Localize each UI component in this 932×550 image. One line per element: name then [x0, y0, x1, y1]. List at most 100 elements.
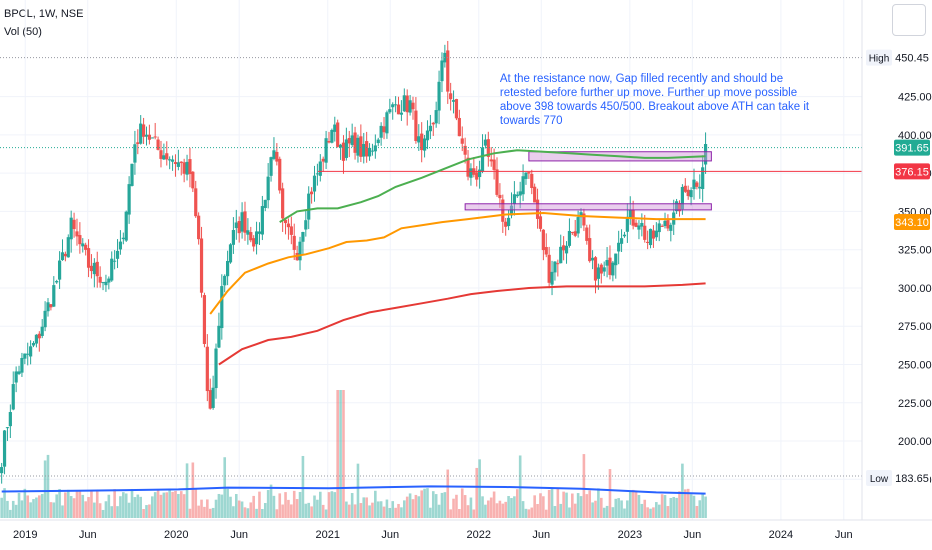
volume-bar: [246, 508, 250, 518]
volume-bar: [698, 500, 702, 518]
volume-bar: [139, 496, 143, 518]
candle-body: [628, 209, 632, 219]
candle-body: [115, 250, 120, 259]
volume-bar: [547, 489, 551, 518]
volume-bar: [64, 492, 67, 518]
candle-body: [89, 265, 94, 272]
volume-bar: [347, 504, 351, 518]
volume-bar: [269, 484, 273, 518]
volume-bar: [510, 498, 513, 518]
volume-bar: [591, 502, 594, 518]
candle-body: [330, 129, 334, 143]
volume-bar: [237, 500, 241, 518]
volume-bar: [521, 501, 525, 518]
volume-bar: [368, 505, 371, 518]
candle-body: [318, 161, 322, 176]
chart-settings-button[interactable]: [892, 4, 926, 36]
volume-bar: [272, 495, 276, 518]
candle-body: [327, 141, 331, 143]
candle-body: [495, 169, 499, 195]
candle-body: [223, 275, 227, 286]
candle-body: [683, 185, 687, 192]
volume-bar: [530, 507, 534, 518]
candle-body: [162, 155, 166, 160]
candle-body: [625, 216, 629, 232]
candle-body: [37, 333, 41, 339]
candle-body: [205, 346, 209, 392]
volume-bar: [556, 488, 560, 518]
volume-bar: [452, 498, 455, 518]
volume-bar: [597, 488, 600, 518]
volume-bar: [203, 506, 206, 518]
candle-body: [425, 130, 430, 141]
candle-body: [310, 191, 314, 195]
volume-bar: [657, 504, 661, 518]
volume-bar: [527, 509, 531, 518]
candle-body: [136, 142, 140, 145]
price-tag-box: [866, 470, 892, 486]
volume-bar: [602, 507, 606, 518]
candle-body: [475, 172, 479, 180]
volume-bar: [353, 504, 357, 518]
volume-bar: [365, 497, 368, 518]
candle-body: [385, 112, 389, 134]
candle-body: [55, 280, 59, 283]
candle-body: [199, 238, 204, 293]
candle-body: [582, 213, 586, 226]
candle-body: [527, 172, 531, 174]
chart-annotation-line: above 398 towards 450/500. Breakout abov…: [500, 101, 810, 113]
candle-body: [399, 112, 404, 115]
volume-bar: [3, 488, 6, 518]
candle-body: [501, 199, 505, 222]
volume-bar: [626, 500, 629, 518]
volume-bar: [594, 500, 597, 518]
candle-body: [107, 278, 111, 283]
candle-body: [269, 157, 273, 176]
volume-bar: [562, 491, 565, 518]
candle-body: [359, 136, 363, 157]
candle-body: [370, 150, 375, 152]
volume-indicator-label: Vol (50): [4, 26, 42, 38]
x-tick-label: 2023: [618, 529, 642, 541]
volume-bar: [43, 460, 47, 518]
candle-body: [562, 245, 566, 251]
volume-bar: [23, 488, 27, 518]
volume-bar: [290, 504, 293, 518]
volume-bar: [142, 509, 145, 518]
y-tick-label: 325.00: [898, 245, 932, 257]
price-tag-box: [866, 49, 892, 66]
candle-body: [347, 138, 351, 144]
candle-body: [483, 139, 488, 146]
candle-body: [272, 150, 276, 159]
candle-body: [173, 162, 178, 164]
volume-bar: [185, 463, 189, 518]
volume-bar: [229, 496, 232, 518]
y-tick-label: 300.00: [898, 283, 932, 295]
volume-bar: [608, 469, 612, 518]
volume-bar: [666, 506, 670, 518]
candle-body: [240, 212, 244, 232]
candle-body: [11, 384, 15, 410]
price-label-box: [894, 49, 930, 66]
volume-bar: [640, 503, 644, 518]
candle-body: [17, 371, 21, 374]
candle-body: [391, 104, 395, 108]
candle-body: [408, 100, 412, 113]
volume-bar: [133, 497, 137, 518]
candle-body: [596, 267, 600, 279]
volume-bar: [487, 500, 490, 518]
candle-body: [246, 230, 250, 235]
volume-bar: [35, 497, 38, 518]
volume-bar: [211, 507, 215, 518]
candle-body: [509, 205, 514, 216]
volume-bar: [122, 492, 125, 518]
candle-body: [63, 253, 67, 257]
volume-bar: [553, 506, 557, 518]
x-tick-label: 2019: [13, 529, 37, 541]
volume-bar: [614, 498, 618, 518]
volume-bar: [634, 490, 638, 518]
volume-bar: [631, 489, 635, 518]
candle-body: [121, 237, 125, 240]
volume-bar: [481, 496, 484, 518]
